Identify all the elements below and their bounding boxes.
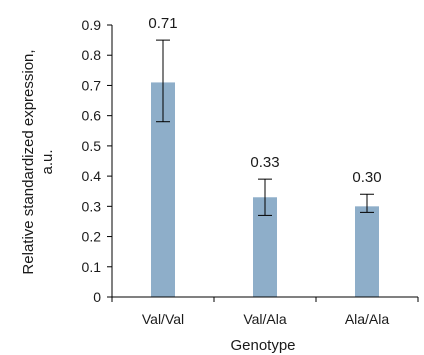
- data-label-1: 0.71: [148, 15, 177, 32]
- x-axis-title: Genotype: [230, 337, 295, 354]
- y-axis-title-line2: a.u.: [39, 149, 56, 174]
- y-tick-label-2: 0.2: [82, 229, 102, 245]
- y-ticks-layer: 0 0.1 0.2 0.3 0.4 0.5 0.6 0.7 0.8 0.9: [82, 17, 112, 305]
- x-ticks-layer: Val/Val Val/Ala Ala/Ala: [111, 297, 419, 327]
- y-tick-label-1: 0.1: [82, 259, 102, 275]
- x-tick-label-1: Val/Val: [142, 311, 184, 327]
- y-tick-label-3: 0.3: [82, 198, 102, 214]
- data-label-3: 0.30: [352, 169, 381, 186]
- y-tick-label-6: 0.6: [82, 108, 102, 124]
- y-tick-label-8: 0.8: [82, 47, 102, 63]
- x-tick-label-3: Ala/Ala: [345, 311, 390, 327]
- error-bars-layer: [156, 39, 374, 216]
- bar-3: [355, 206, 379, 297]
- data-labels-layer: 0.71 0.33 0.30: [148, 15, 381, 186]
- y-tick-label-9: 0.9: [82, 17, 102, 33]
- y-axis-title: Relative standardized expression, a.u.: [20, 49, 56, 274]
- y-tick-label-0: 0: [93, 289, 101, 305]
- data-label-2: 0.33: [250, 154, 279, 171]
- y-axis-title-line1: Relative standardized expression,: [20, 49, 37, 274]
- y-tick-label-5: 0.5: [82, 138, 102, 154]
- y-tick-label-7: 0.7: [82, 77, 102, 93]
- y-tick-label-4: 0.4: [82, 168, 102, 184]
- x-tick-label-2: Val/Ala: [243, 311, 287, 327]
